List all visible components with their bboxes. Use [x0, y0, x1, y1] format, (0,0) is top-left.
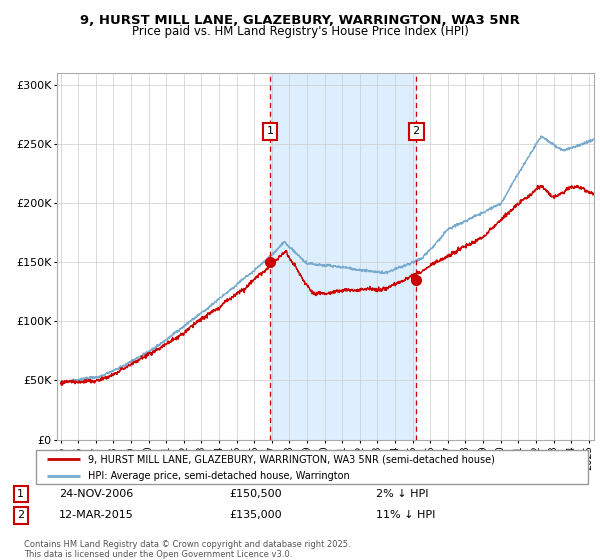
Text: 1: 1 [266, 127, 274, 137]
Text: 24-NOV-2006: 24-NOV-2006 [59, 489, 133, 499]
Text: HPI: Average price, semi-detached house, Warrington: HPI: Average price, semi-detached house,… [88, 471, 350, 480]
Text: 9, HURST MILL LANE, GLAZEBURY, WARRINGTON, WA3 5NR (semi-detached house): 9, HURST MILL LANE, GLAZEBURY, WARRINGTO… [88, 454, 496, 464]
Text: £135,000: £135,000 [229, 510, 282, 520]
Text: 11% ↓ HPI: 11% ↓ HPI [376, 510, 436, 520]
Text: Contains HM Land Registry data © Crown copyright and database right 2025.
This d: Contains HM Land Registry data © Crown c… [24, 540, 350, 559]
Text: 12-MAR-2015: 12-MAR-2015 [59, 510, 134, 520]
Text: £150,500: £150,500 [229, 489, 282, 499]
Text: 2: 2 [413, 127, 420, 137]
Text: 9, HURST MILL LANE, GLAZEBURY, WARRINGTON, WA3 5NR: 9, HURST MILL LANE, GLAZEBURY, WARRINGTO… [80, 14, 520, 27]
Text: 1: 1 [17, 489, 24, 499]
Text: 2% ↓ HPI: 2% ↓ HPI [376, 489, 429, 499]
Text: 2: 2 [17, 510, 24, 520]
Bar [270, 73, 416, 440]
Text: Price paid vs. HM Land Registry's House Price Index (HPI): Price paid vs. HM Land Registry's House … [131, 25, 469, 38]
